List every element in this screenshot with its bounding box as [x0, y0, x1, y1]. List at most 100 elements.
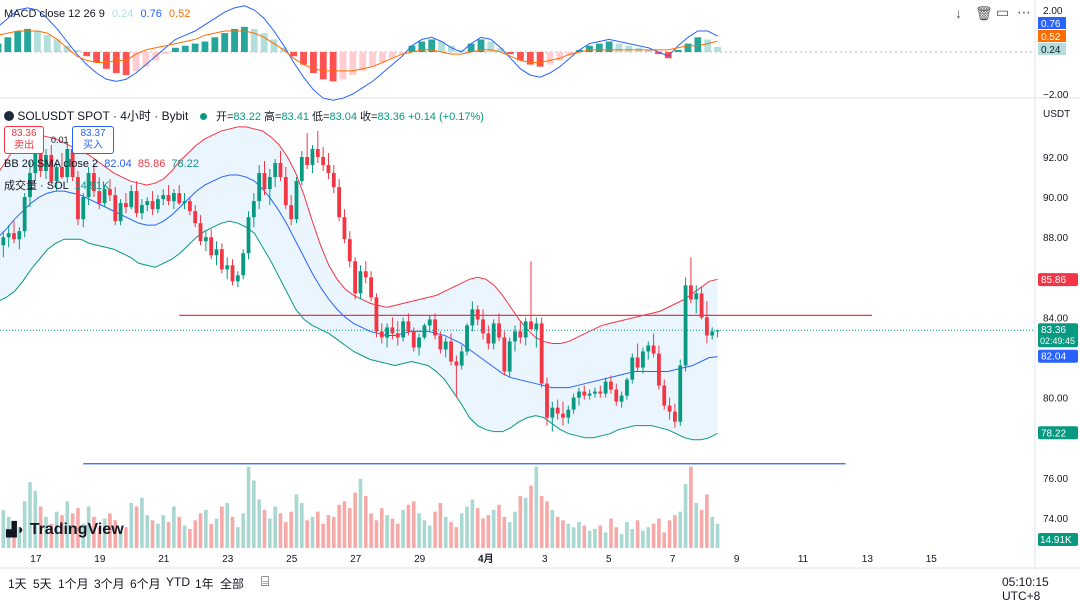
macd-axis-tick-label: 2.00: [1043, 6, 1063, 17]
volume-bar: [161, 515, 166, 548]
candle-body: [251, 201, 256, 218]
volume-bar: [369, 513, 373, 548]
candle-body: [17, 231, 22, 240]
range-6m[interactable]: 6个月: [130, 577, 161, 591]
volume-bar: [257, 499, 261, 548]
macd-hist-bar: [14, 31, 22, 52]
candle-body: [171, 193, 176, 202]
price-badge: [1038, 349, 1078, 363]
volume-bar: [289, 511, 293, 548]
volume-bar: [406, 504, 411, 548]
volume-value: 14.91K: [74, 180, 110, 192]
volume-bar: [278, 513, 283, 548]
volume-bar: [587, 530, 592, 548]
macd-hist-bar: [83, 52, 91, 57]
bb-upper-line: [0, 126, 718, 344]
range-5d[interactable]: 5天: [33, 577, 52, 591]
volume-bar: [507, 522, 512, 548]
macd-hist-bar: [270, 39, 278, 52]
candle-body: [76, 177, 80, 220]
macd-hist-bar: [625, 45, 633, 52]
volume-bar: [65, 501, 70, 548]
currency-label[interactable]: USDT: [1043, 109, 1071, 120]
macd-hist-bar: [132, 52, 140, 71]
volume-bar: [326, 515, 331, 548]
sell-button[interactable]: 83.36 卖出: [4, 126, 44, 154]
volume-bar: [598, 525, 603, 548]
buy-button[interactable]: 83.37 买入: [72, 126, 114, 154]
candle-body: [673, 411, 677, 422]
candle-body: [193, 211, 198, 224]
spread-value: 0.01: [51, 135, 69, 145]
macd-hist-bar: [162, 52, 169, 55]
macd-hist-bar: [526, 52, 534, 65]
range-1m[interactable]: 1个月: [58, 577, 89, 591]
candle-body: [225, 265, 230, 270]
ohlc-readout: 开=83.22 高=83.41 低=83.04 收=83.36 +0.14 (+…: [215, 111, 484, 123]
chart-canvas[interactable]: 2.00 −2.00 0.76 0.52 0.24 92.00 90.00 88.00 84.0…: [0, 0, 1080, 590]
volume-bar: [582, 525, 587, 548]
macd-value-badge-text: 0.24: [1041, 45, 1061, 56]
volume-bar: [316, 511, 320, 548]
macd-hist-bar: [605, 41, 613, 52]
candle-body: [369, 277, 373, 298]
price-tick-label: 80.00: [1043, 394, 1068, 405]
macd-hist-bar: [53, 39, 61, 52]
candle-body: [198, 223, 203, 242]
volume-bar: [172, 506, 176, 548]
macd-hist-bar: [369, 52, 376, 67]
candle-body: [315, 148, 320, 157]
macd-hist-bar: [674, 49, 682, 52]
time-tick-label: 15: [926, 554, 938, 565]
range-ytd[interactable]: YTD: [166, 575, 190, 589]
candle-body: [379, 331, 384, 338]
candle-body: [44, 154, 48, 172]
macd-hist-bar: [546, 52, 554, 65]
macd-hist-bar: [339, 52, 347, 80]
macd-hist-bar: [536, 52, 544, 67]
volume-bar: [454, 527, 459, 548]
volume-bar: [641, 530, 645, 548]
volume-bar: [465, 506, 469, 548]
calendar-icon[interactable]: ⌸: [261, 573, 270, 589]
volume-bar: [673, 515, 677, 548]
volume-bar: [358, 478, 363, 548]
volume-bar: [124, 527, 128, 548]
volume-bar: [486, 515, 491, 548]
macd-hist-bar: [103, 52, 110, 69]
candle-body: [49, 154, 54, 182]
volume-bar: [12, 530, 16, 548]
macd-hist-bar: [507, 52, 514, 55]
trash-icon[interactable]: 🗑: [975, 5, 993, 21]
candle-body: [427, 319, 432, 326]
range-1y[interactable]: 1年: [195, 577, 214, 591]
macd-hist-bar: [487, 41, 495, 52]
more-icon[interactable]: ⋯: [1017, 4, 1031, 20]
price-badge-text: 82.04: [1041, 352, 1066, 363]
candle-body: [54, 167, 59, 182]
macd-value-badge: [1038, 43, 1066, 55]
price-badge-text: 83.36: [1041, 325, 1066, 336]
range-all[interactable]: 全部: [220, 577, 245, 591]
window-icon[interactable]: ▭: [996, 4, 1010, 20]
macd-hist-bar: [428, 39, 436, 52]
volume-bar: [411, 501, 416, 548]
arrow-down-icon[interactable]: ↓: [955, 5, 962, 21]
macd-hist-bar: [576, 49, 583, 52]
volume-bar: [651, 523, 656, 548]
clock-readout[interactable]: 05:10:15 UTC+8: [1002, 575, 1049, 603]
macd-hist-bar: [43, 35, 51, 52]
candle-body: [481, 319, 485, 334]
symbol-title[interactable]: SOLUSDT SPOT · 4小时 · Bybit: [17, 109, 189, 123]
volume-bar: [619, 534, 624, 548]
range-3m[interactable]: 3个月: [94, 577, 125, 591]
volume-bar: [220, 506, 224, 548]
volume-bar: [475, 508, 480, 548]
macd-hist-bar: [4, 37, 12, 52]
candle-body: [38, 146, 43, 172]
price-tick-label: 76.00: [1043, 474, 1068, 485]
volume-bar: [550, 509, 555, 548]
volume-bar: [561, 520, 565, 548]
range-1d[interactable]: 1天: [8, 577, 27, 591]
candle-body: [518, 331, 523, 338]
